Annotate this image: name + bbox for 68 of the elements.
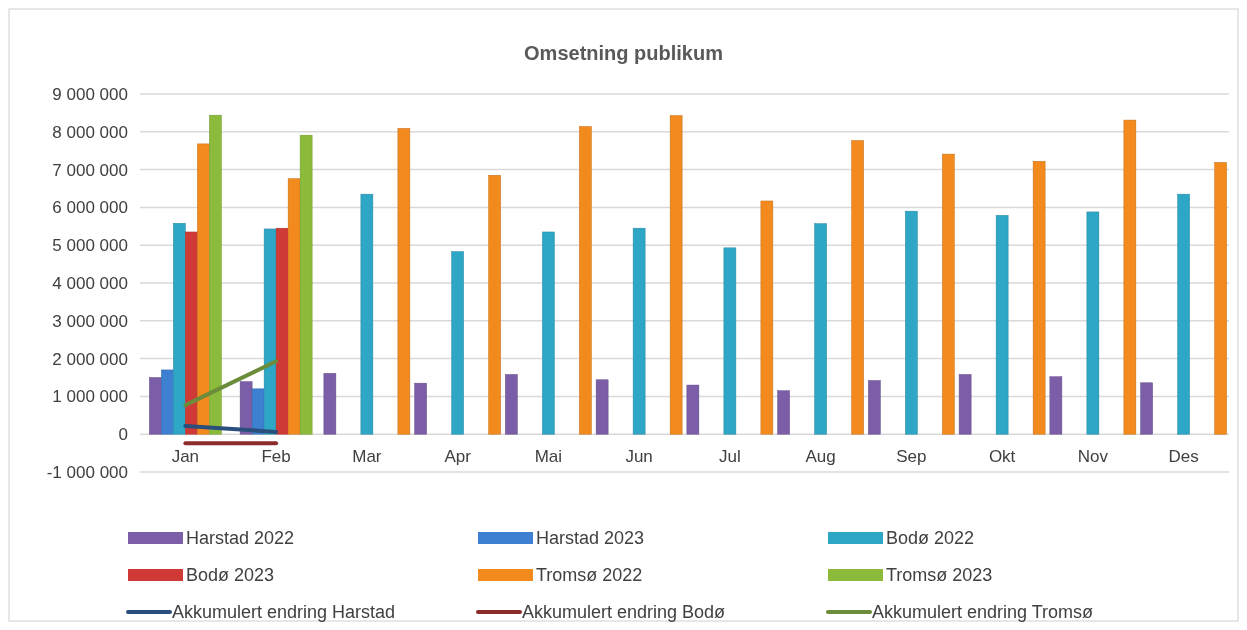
bar (851, 140, 864, 435)
legend-label: Akkumulert endring Bodø (522, 602, 726, 623)
legend-label: Tromsø 2022 (536, 565, 643, 586)
bar (1032, 161, 1046, 435)
bar (760, 200, 774, 435)
x-tick-label: Mar (352, 447, 382, 467)
bar (505, 374, 518, 435)
bar (1049, 376, 1063, 435)
y-tick-label: 0 (118, 425, 128, 445)
bar (632, 227, 646, 435)
bar (1140, 382, 1153, 435)
bar (488, 175, 501, 435)
bar (185, 231, 198, 435)
y-tick-label: 2 000 000 (52, 349, 128, 369)
y-tick-label: 4 000 000 (52, 273, 128, 293)
y-tick-label: 6 000 000 (52, 198, 128, 218)
bar (686, 384, 700, 435)
chart-title: Omsetning publikum (524, 42, 723, 64)
x-tick-label: Des (1168, 447, 1199, 467)
y-tick-label: 9 000 000 (52, 84, 128, 104)
bar (451, 251, 464, 435)
bar (1214, 162, 1227, 435)
x-tick-label: Jul (719, 447, 741, 467)
bar (868, 380, 881, 435)
bar (414, 382, 427, 435)
x-tick-label: Jun (625, 447, 653, 467)
bar (942, 153, 955, 435)
y-tick-label: 3 000 000 (52, 311, 128, 331)
bar (1123, 119, 1137, 435)
bar (323, 373, 337, 435)
y-tick-label: 5 000 000 (52, 236, 128, 256)
bar (251, 388, 265, 435)
y-tick-label: 8 000 000 (52, 122, 128, 142)
legend-label: Harstad 2022 (186, 528, 295, 549)
bar (299, 134, 313, 435)
legend-label: Tromsø 2023 (886, 565, 993, 586)
legend-label: Bodø 2022 (886, 528, 975, 549)
x-tick-label: Sep (896, 447, 927, 467)
bar (1177, 193, 1190, 435)
bar (595, 379, 609, 435)
y-tick-label: 1 000 000 (52, 387, 128, 407)
bar (579, 126, 592, 435)
legend-label: Harstad 2023 (536, 528, 645, 549)
bar (995, 215, 1009, 435)
bar (777, 390, 790, 435)
x-tick-label: Okt (988, 447, 1016, 467)
x-tick-label: Aug (805, 447, 836, 467)
bar (275, 227, 289, 435)
bar (905, 210, 918, 435)
y-tick-label: 7 000 000 (52, 160, 128, 180)
bar (669, 115, 683, 435)
bar (360, 193, 374, 435)
bar (1086, 211, 1100, 435)
legend-label: Bodø 2023 (186, 565, 275, 586)
x-tick-label: Jan (171, 447, 200, 467)
bar (814, 223, 827, 435)
bar (397, 128, 411, 435)
legend-label: Akkumulert endring Harstad (172, 602, 396, 623)
x-tick-label: Mai (534, 447, 563, 467)
bar (958, 374, 972, 435)
bar (161, 369, 174, 435)
x-tick-label: Apr (444, 447, 472, 467)
x-tick-label: Feb (261, 447, 291, 467)
bar (542, 231, 555, 435)
legend-label: Akkumulert endring Tromsø (872, 602, 1094, 623)
y-tick-label: -1 000 000 (46, 462, 128, 482)
bar (723, 247, 737, 435)
x-tick-label: Nov (1077, 447, 1109, 467)
